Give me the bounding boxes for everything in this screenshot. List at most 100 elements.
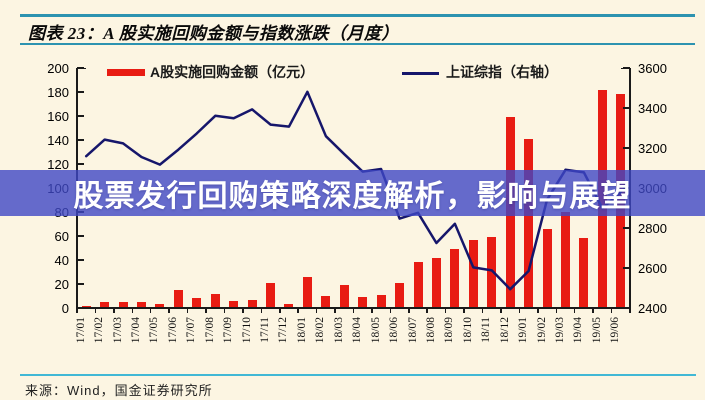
- x-axis-tick: [113, 308, 115, 313]
- x-axis-tick: [518, 308, 521, 313]
- index-line: [84, 90, 623, 291]
- x-axis-label: 17/03: [111, 317, 124, 344]
- index-line-swatch-icon: [402, 72, 439, 75]
- x-axis-tick: [149, 308, 152, 313]
- x-axis-label: 18/07: [406, 317, 419, 344]
- x-axis-tick: [500, 308, 502, 313]
- bar-18/01: [302, 276, 312, 308]
- x-axis-label: 18/12: [498, 317, 511, 344]
- left-top-stub: [77, 67, 86, 69]
- y-axis-right-label: 2600: [638, 261, 667, 276]
- x-axis-label: 18/03: [332, 317, 345, 344]
- x-axis-tick: [610, 308, 613, 313]
- x-axis-label: 17/12: [277, 317, 290, 344]
- x-axis-tick: [352, 308, 355, 313]
- buyback-bar-swatch-icon: [107, 69, 145, 76]
- bar-17/04: [137, 302, 147, 308]
- x-axis-label: 17/10: [240, 317, 253, 344]
- x-axis-tick: [223, 308, 226, 313]
- x-axis-tick: [463, 308, 465, 313]
- bar-17/03: [118, 302, 128, 308]
- x-axis-label: 18/11: [480, 317, 493, 343]
- y-axis-right-label: 2800: [638, 221, 667, 236]
- left-axis-tick: [77, 163, 84, 165]
- left-axis-tick: [77, 91, 84, 93]
- x-axis-label: 17/09: [222, 317, 235, 344]
- x-axis-tick: [592, 308, 594, 313]
- bar-17/06: [173, 290, 183, 308]
- x-axis-label: 18/08: [424, 317, 437, 344]
- right-top-stub: [621, 67, 630, 69]
- bar-17/10: [247, 299, 257, 308]
- left-axis-tick: [77, 307, 84, 309]
- x-axis-tick: [334, 308, 336, 313]
- x-axis-tick: [537, 308, 539, 313]
- bar-19/03: [560, 212, 570, 308]
- bar-19/01: [524, 138, 534, 308]
- bar-18/02: [321, 296, 331, 308]
- x-axis-tick: [315, 308, 318, 313]
- x-axis-label: 18/06: [388, 317, 401, 344]
- bar-18/08: [431, 257, 441, 308]
- right-axis-tick: [623, 107, 630, 109]
- x-axis-tick: [94, 308, 97, 313]
- x-axis-label: 17/02: [93, 317, 106, 344]
- watermark-text: 股票发行回购策略深度解析，影响与展望: [73, 180, 632, 213]
- right-axis-tick: [623, 267, 630, 269]
- x-axis-label: 18/02: [314, 317, 327, 344]
- bar-18/06: [395, 282, 405, 308]
- x-axis-label: 17/06: [166, 317, 179, 344]
- bar-18/09: [450, 249, 460, 308]
- x-axis-tick: [279, 308, 281, 313]
- x-axis-label: 19/01: [517, 317, 530, 344]
- index-line-path: [84, 90, 623, 291]
- y-axis-left-label: 160: [47, 109, 69, 124]
- right-axis-tick: [623, 147, 630, 149]
- y-axis-right-label: 3200: [638, 141, 667, 156]
- bar-19/02: [542, 228, 552, 308]
- bar-18/07: [413, 262, 423, 308]
- y-axis-left-label: 40: [54, 253, 69, 268]
- bar-17/12: [284, 304, 294, 308]
- bar-18/04: [358, 297, 368, 308]
- x-axis-tick: [260, 308, 263, 313]
- right-axis-tick: [623, 227, 630, 229]
- x-axis-tick: [242, 308, 244, 313]
- y-axis-right-label: 3400: [638, 101, 667, 116]
- y-axis-right-label: 3600: [638, 61, 667, 76]
- x-axis-label: 19/05: [590, 317, 603, 344]
- y-axis-left-label: 60: [54, 229, 69, 244]
- y-axis-left-label: 140: [47, 133, 69, 148]
- x-axis-label: 18/01: [295, 317, 308, 344]
- x-axis-label: 17/05: [148, 317, 161, 344]
- legend-label-index: 上证综指（右轴）: [446, 64, 558, 80]
- x-axis-tick: [629, 308, 631, 313]
- x-axis-tick: [131, 308, 134, 313]
- x-axis-tick: [186, 308, 189, 313]
- footer-rule: [20, 374, 696, 376]
- figure-title: 图表 23：A 股实施回购金额与指数涨跌（月度）: [28, 24, 399, 43]
- x-axis-tick: [205, 308, 207, 313]
- title-bottom-rule: [20, 43, 695, 45]
- x-axis-label: 17/01: [74, 317, 87, 344]
- y-axis-left-label: 180: [47, 85, 69, 100]
- bar-17/11: [266, 282, 276, 308]
- bar-17/08: [210, 293, 220, 308]
- x-axis-label: 17/04: [130, 317, 143, 344]
- bar-18/03: [339, 285, 349, 308]
- bar-17/02: [100, 302, 110, 308]
- bar-18/05: [376, 294, 386, 308]
- y-axis-left-label: 0: [61, 301, 69, 316]
- x-axis-label: 17/07: [185, 317, 198, 344]
- x-axis-tick: [573, 308, 576, 313]
- x-axis-tick: [297, 308, 299, 313]
- x-axis-tick: [76, 308, 78, 313]
- bar-17/01: [81, 305, 91, 308]
- title-top-rule: [20, 14, 695, 17]
- bar-18/11: [487, 237, 497, 308]
- left-axis-tick: [77, 259, 84, 261]
- x-axis-tick: [371, 308, 373, 313]
- x-axis-label: 18/05: [369, 317, 382, 344]
- legend-label-buyback: A股实施回购金额（亿元）: [150, 64, 315, 80]
